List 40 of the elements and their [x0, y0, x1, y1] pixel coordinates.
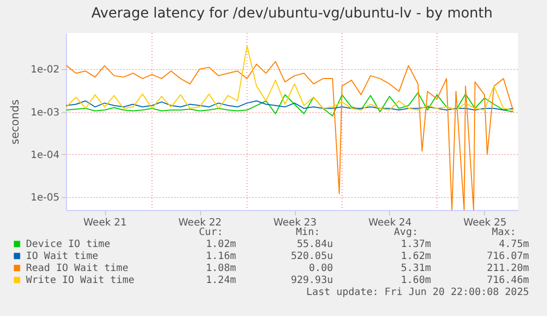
- y-tick-label: 1e-02: [30, 64, 60, 76]
- line-series: [66, 45, 514, 110]
- text: 1.16m: [206, 251, 236, 262]
- legend-label: Device IO time: [26, 239, 110, 250]
- text: 1.37m: [400, 239, 431, 250]
- text: Max:: [492, 227, 516, 238]
- text: Min:: [296, 227, 320, 238]
- text: 1.08m: [206, 263, 236, 274]
- chart-title: Average latency for /dev/ubuntu-vg/ubuntu-lv - by month: [91, 6, 493, 22]
- text: 716.07m: [486, 251, 529, 262]
- line-series: [66, 92, 514, 116]
- x-tick-label: Week 23: [273, 218, 317, 228]
- legend-label: Write IO Wait time: [26, 275, 134, 286]
- line-series: [66, 100, 514, 110]
- y-tick-label: 1e-04: [30, 150, 60, 161]
- x-tick-label: Week 24: [368, 218, 412, 228]
- text: 55.84u: [296, 239, 333, 250]
- x-tick-label: Week 21: [83, 218, 127, 228]
- text: Cur:: [198, 227, 223, 238]
- legend-label: Read IO Wait time: [26, 263, 128, 274]
- text: 1.02m: [206, 239, 236, 250]
- x-tick-label: Week 22: [178, 218, 222, 228]
- legend-label: IO Wait time: [26, 251, 98, 262]
- text: 5.31m: [400, 263, 431, 274]
- y-tick-label: 1e-05: [30, 192, 60, 204]
- text: 520.05u: [290, 251, 333, 262]
- text: 1.60m: [400, 275, 431, 286]
- text: 4.75m: [498, 239, 529, 250]
- text: 716.46m: [486, 275, 529, 286]
- y-axis-title: seconds: [8, 99, 22, 144]
- text: 0.00: [308, 263, 333, 274]
- x-tick-label: Week 25: [463, 218, 507, 228]
- line-series: [66, 61, 514, 210]
- text: Last update: Fri Jun 20 22:00:08 2025: [306, 287, 529, 298]
- text: 929.93u: [290, 275, 333, 286]
- text: Avg:: [394, 227, 418, 238]
- y-tick-label: 1e-03: [30, 107, 60, 118]
- text: 1.24m: [206, 275, 236, 286]
- text: 211.20m: [486, 263, 529, 274]
- text: 1.62m: [400, 251, 431, 262]
